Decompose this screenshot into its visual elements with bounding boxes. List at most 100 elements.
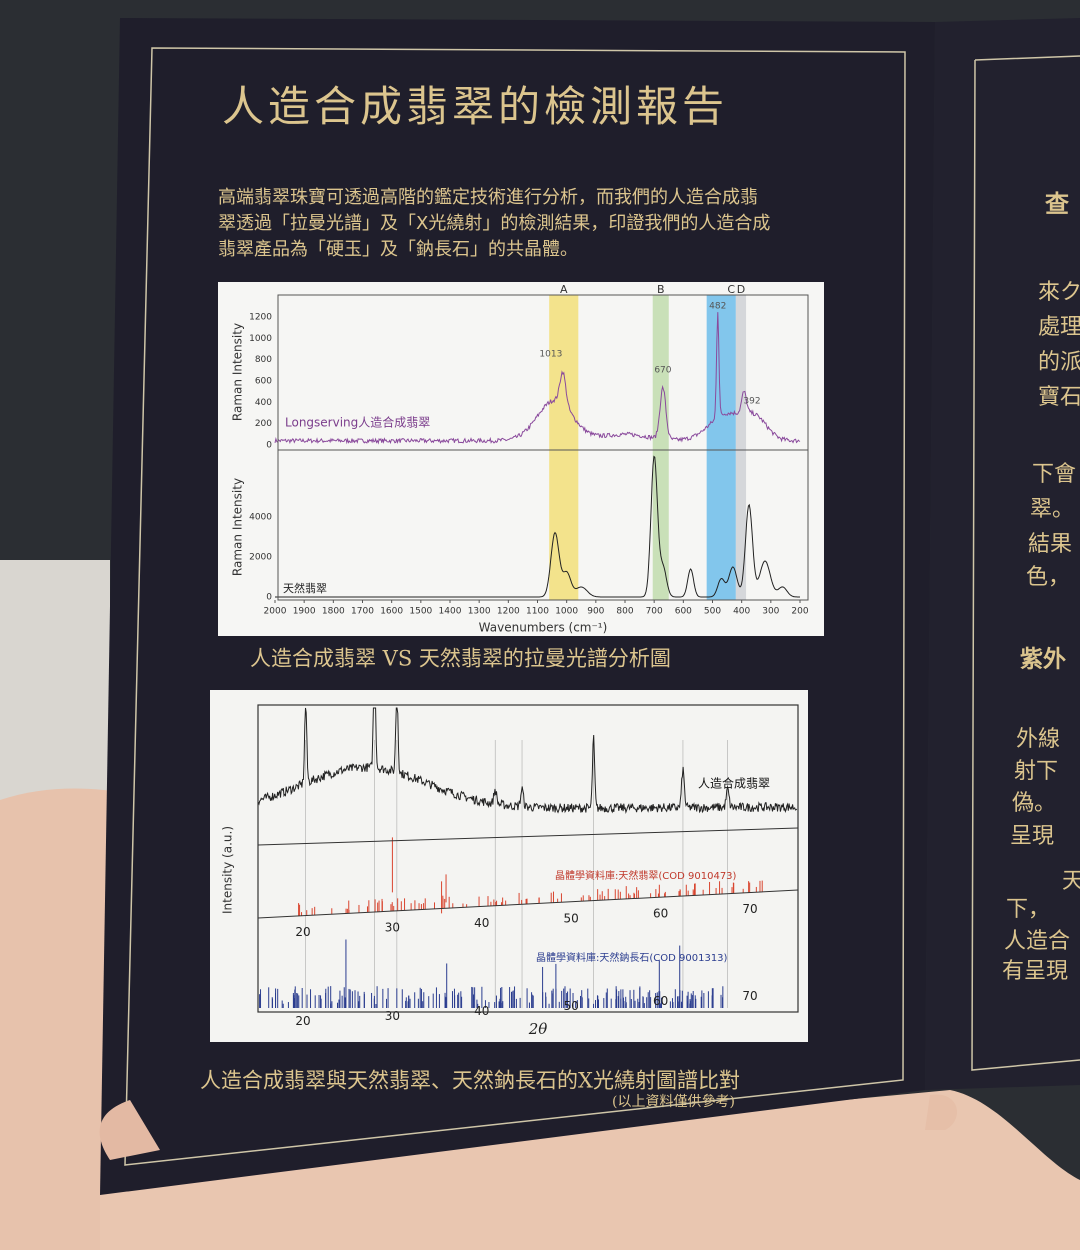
raman-frame <box>277 294 809 601</box>
x-tick-label: 1500 <box>409 607 432 617</box>
y-tick-label: 2000 <box>249 553 272 563</box>
diffractogram <box>257 707 798 814</box>
y-tick-label: 600 <box>255 377 272 387</box>
series-label: 晶體學資料庫:天然翡翠(COD 9010473) <box>555 869 737 882</box>
x-axis-label: 2θ <box>528 1020 548 1038</box>
x-tick-label: 300 <box>762 607 779 617</box>
x-tick-label: 1600 <box>380 607 403 617</box>
peak-label: 1013 <box>539 350 562 360</box>
page-border <box>124 47 906 1166</box>
x-tick-label: 2000 <box>264 607 287 617</box>
y-axis-label: Intensity (a.u.) <box>221 826 235 914</box>
x-tick-label: 500 <box>704 607 721 617</box>
y-tick-label: 1000 <box>249 334 272 344</box>
y-tick-label: 200 <box>255 419 272 429</box>
x-tick-label: 600 <box>675 607 692 617</box>
x-tick-label: 40 <box>474 1004 489 1018</box>
thumb <box>99 1100 160 1160</box>
hand <box>100 1090 1080 1250</box>
series-label: 人造合成翡翠 <box>698 776 770 791</box>
y-tick-label: 4000 <box>249 513 272 523</box>
band-label: C <box>727 283 735 296</box>
x-tick-label: 1400 <box>439 607 462 617</box>
band <box>735 295 747 600</box>
text-line: 有呈現 <box>1002 959 1068 984</box>
right-page <box>925 18 1080 1090</box>
spectrum <box>274 312 801 445</box>
y-axis-label: Raman Intensity <box>231 478 245 576</box>
band <box>706 295 736 600</box>
intro-line: 翡翠產品為「硬玉」及「鈉長石」的共晶體。 <box>218 239 578 260</box>
xrd-panel <box>210 690 808 1042</box>
x-tick-label: 20 <box>295 1014 310 1028</box>
x-tick-label: 30 <box>385 921 400 935</box>
x-tick-label: 1800 <box>322 607 345 617</box>
peak-label: 670 <box>654 366 671 376</box>
xrd-chart: 20 30 40 50 60 70 20 30 40 50 60 70 <box>257 707 798 1028</box>
text-line: 下， <box>1006 897 1050 922</box>
y-axis-label: Raman Intensity <box>231 323 245 421</box>
y-tick-label: 800 <box>255 355 272 365</box>
text-line: 天 <box>1062 869 1080 894</box>
finger <box>925 1094 957 1130</box>
caption: 人造合成翡翠 VS 天然翡翠的拉曼光譜分析圖 <box>250 647 671 671</box>
y-tick-label: 400 <box>255 398 272 408</box>
series-label: Longserving人造合成翡翠 <box>285 415 430 430</box>
text-line: 來ク <box>1038 280 1080 305</box>
note: (以上資料僅供參考) <box>612 1094 735 1110</box>
x-tick-label: 1900 <box>293 607 316 617</box>
y-tick-label: 0 <box>266 441 272 451</box>
x-tick-label: 800 <box>616 607 633 617</box>
band-label: B <box>657 283 665 296</box>
text-line: 處理 <box>1038 315 1080 340</box>
text-line: 的派 <box>1038 350 1080 375</box>
table-surface <box>0 560 110 800</box>
caption: 人造合成翡翠與天然翡翠、天然鈉長石的X光繞射圖譜比對 <box>200 1069 740 1093</box>
x-tick-label: 50 <box>564 999 579 1013</box>
x-tick-label: 1700 <box>351 607 374 617</box>
text-line: 射下 <box>1014 759 1058 784</box>
x-tick-label: 900 <box>587 607 604 617</box>
band <box>549 295 579 600</box>
x-tick-label: 60 <box>653 994 668 1008</box>
text-line: 呈現 <box>1010 824 1054 849</box>
heading: 紫外 <box>1020 646 1066 673</box>
peak-label: 482 <box>709 302 726 312</box>
y-tick-label: 1200 <box>249 313 272 323</box>
text-line: 下會 <box>1032 462 1076 487</box>
intro-line: 高端翡翠珠寶可透過高階的鑑定技術進行分析，而我們的人造合成翡 <box>218 187 758 208</box>
spectrum <box>275 455 800 598</box>
text-line: 翠。 <box>1030 497 1074 522</box>
x-tick-label: 1200 <box>497 607 520 617</box>
x-tick-label: 700 <box>646 607 663 617</box>
text-line: 結果 <box>1028 532 1072 557</box>
x-tick-label: 70 <box>742 989 757 1003</box>
x-tick-label: 20 <box>295 925 310 939</box>
text-line: 外線 <box>1016 727 1060 752</box>
text-line: 寶石 <box>1038 385 1080 410</box>
x-tick-label: 1100 <box>526 607 549 617</box>
x-axis-label: Wavenumbers (cm⁻¹) <box>479 621 608 635</box>
xrd-axis <box>257 889 799 919</box>
x-tick-label: 50 <box>564 911 579 925</box>
x-tick-label: 200 <box>791 607 808 617</box>
x-tick-label: 40 <box>474 916 489 930</box>
x-tick-label: 400 <box>733 607 750 617</box>
page-border <box>971 55 1080 1071</box>
x-tick-label: 30 <box>385 1009 400 1023</box>
text-line: 色， <box>1026 565 1070 590</box>
x-tick-label: 70 <box>742 902 757 916</box>
series-label: 天然翡翠 <box>283 581 327 595</box>
band-label: D <box>737 283 745 296</box>
xrd-divider <box>257 827 799 846</box>
text-line: 人造合 <box>1004 929 1070 954</box>
x-tick-label: 60 <box>653 907 668 921</box>
y-tick-label: 0 <box>266 593 272 603</box>
peak-label: 392 <box>743 397 760 407</box>
intro-line: 翠透過「拉曼光譜」及「X光繞射」的檢測結果，印證我們的人造合成 <box>218 213 770 234</box>
raman-chart: A B C D101367048239212001000800600400200040… <box>249 283 809 617</box>
band-label: A <box>560 283 568 296</box>
title: 人造合成翡翠的檢測報告 <box>222 82 728 131</box>
band <box>652 295 669 600</box>
